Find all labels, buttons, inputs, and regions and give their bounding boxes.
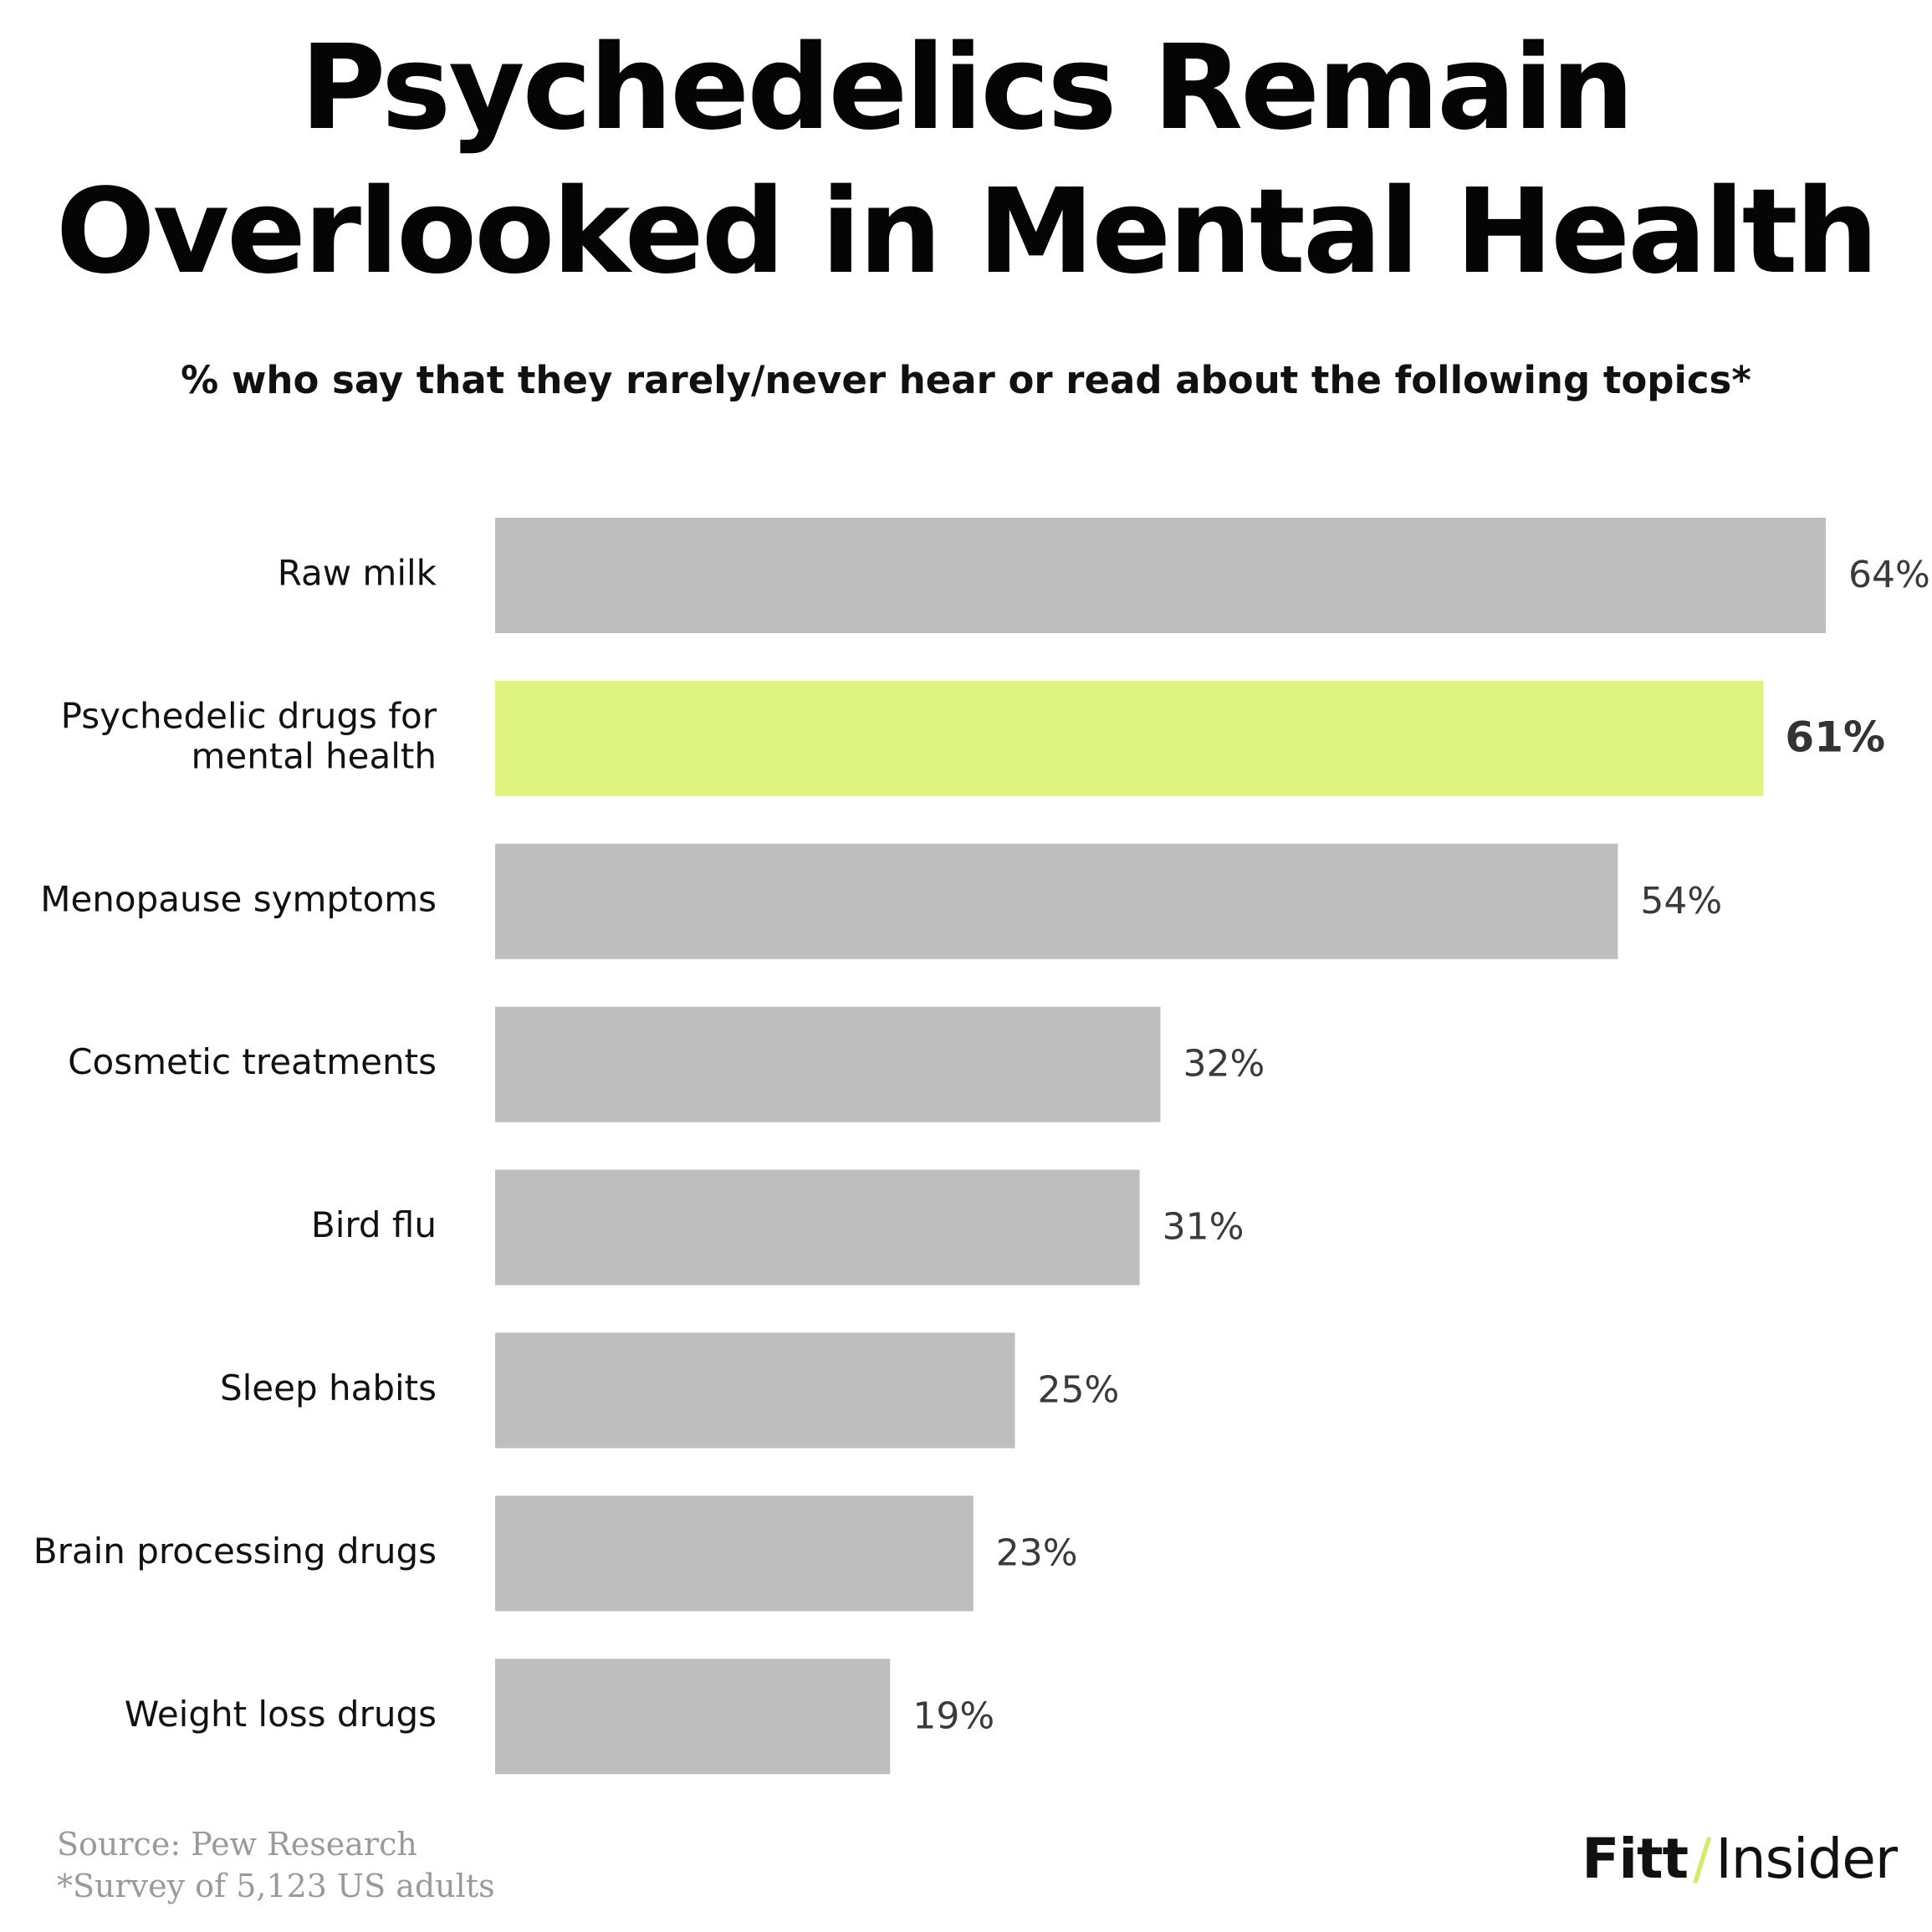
bar-3 [495,1006,1161,1122]
logo-slash: / [1693,1827,1711,1891]
survey-note: *Survey of 5,123 US adults [57,1868,495,1904]
logo-insider: Insider [1715,1827,1898,1891]
category-label-6: Brain processing drugs [33,1531,437,1572]
chart-title-line-2: Overlooked in Mental Health [55,164,1879,300]
chart-title: Psychedelics Remain Overlooked in Mental… [0,17,1932,304]
bar-group [495,518,1826,1775]
bar-0 [495,518,1826,633]
chart-subtitle: % who say that they rarely/never hear or… [181,358,1751,402]
category-label-2: Menopause symptoms [40,878,437,919]
value-label-2: 54% [1640,880,1722,923]
source-note: Source: Pew Research *Survey of 5,123 US… [57,1823,495,1907]
category-label-0: Raw milk [278,553,437,594]
bar-5 [495,1332,1015,1449]
bar-6 [495,1495,974,1612]
value-label-4: 31% [1163,1206,1245,1249]
category-label-4: Bird flu [311,1204,437,1245]
bar-1 [495,680,1764,796]
logo-fitt: Fitt [1582,1827,1689,1891]
category-label-3: Cosmetic treatments [68,1041,437,1082]
value-label-5: 25% [1037,1369,1119,1412]
category-label-7: Weight loss drugs [125,1694,437,1735]
bar-4 [495,1169,1140,1285]
value-label-6: 23% [996,1531,1078,1574]
source-text: Source: Pew Research [57,1826,417,1863]
category-label-5: Sleep habits [220,1367,437,1408]
value-label-0: 64% [1848,554,1930,596]
value-label-7: 19% [912,1694,994,1737]
fitt-insider-logo: Fitt/Insider [1582,1822,1898,1897]
value-labels: 64% 61% 54% 32% 31% 25% 23% 19% [912,554,1929,1737]
bar-7 [495,1659,891,1775]
bar-2 [495,843,1618,959]
chart-title-line-1: Psychedelics Remain [299,20,1634,156]
value-label-3: 32% [1183,1043,1265,1086]
value-label-1: 61% [1785,713,1885,761]
category-label-1-line-0: Psychedelic drugs for [61,695,437,736]
category-label-1-line-1: mental health [191,735,437,776]
